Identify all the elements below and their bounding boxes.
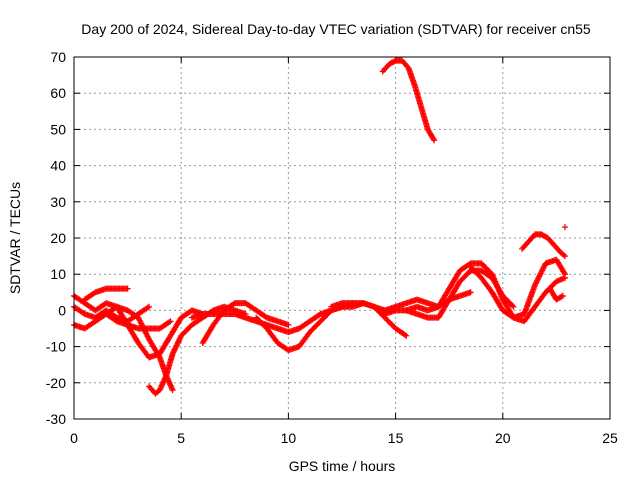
- y-tick-label: -10: [46, 339, 66, 355]
- data-point: [230, 301, 237, 308]
- axis-ticks: 0 5 10 15 20 25 -30 -20 -10 0 10 20 30 40 50 60 70: [46, 49, 618, 446]
- data-point: [167, 318, 174, 325]
- data-point: [561, 224, 568, 231]
- data-point: [467, 289, 474, 296]
- y-tick-label: 10: [50, 266, 66, 282]
- y-tick-label: 50: [50, 121, 66, 137]
- data-point: [124, 285, 131, 292]
- data-point: [169, 387, 176, 394]
- data-point: [559, 292, 566, 299]
- data-point: [561, 253, 568, 260]
- data-marks: [71, 57, 568, 397]
- data-point: [558, 293, 565, 300]
- series-arc-10: [328, 300, 410, 339]
- data-point: [285, 321, 292, 328]
- y-axis-label: SDTVAR / TECUs: [7, 182, 23, 294]
- y-tick-label: 30: [50, 194, 66, 210]
- x-tick-label: 10: [281, 430, 297, 446]
- series-arc-12: [381, 260, 568, 325]
- x-axis-label: GPS time / hours: [289, 458, 396, 474]
- x-tick-label: 5: [177, 430, 185, 446]
- y-tick-label: 70: [50, 49, 66, 65]
- series-arc-13: [403, 289, 474, 314]
- x-tick-label: 25: [602, 430, 618, 446]
- data-point: [403, 332, 410, 339]
- data-point: [510, 303, 517, 310]
- chart-title: Day 200 of 2024, Sidereal Day-to-day VTE…: [81, 21, 591, 37]
- series-arc-11: [381, 267, 517, 321]
- x-tick-label: 15: [388, 430, 404, 446]
- y-tick-label: 60: [50, 85, 66, 101]
- series-arc-3: [81, 285, 131, 303]
- series-arc-14: [467, 256, 568, 321]
- data-point: [166, 319, 173, 326]
- series-arc-15: [519, 231, 568, 260]
- y-tick-label: -20: [46, 375, 66, 391]
- x-tick-label: 20: [495, 430, 511, 446]
- y-tick-label: 0: [58, 302, 66, 318]
- series-outlier: [561, 224, 568, 231]
- grid-lines: [74, 57, 610, 419]
- y-tick-label: 40: [50, 158, 66, 174]
- data-point: [146, 303, 153, 310]
- data-point: [401, 331, 408, 338]
- data-point: [144, 304, 151, 311]
- series-arc-2: [71, 292, 206, 361]
- data-point: [561, 271, 568, 278]
- series-arc-5: [103, 311, 174, 332]
- series-arc-7: [199, 300, 292, 346]
- series-arc-17: [546, 285, 566, 303]
- data-point: [431, 137, 438, 144]
- series-arc-16: [379, 57, 438, 144]
- plot-frame: [73, 56, 611, 420]
- y-tick-label: 20: [50, 230, 66, 246]
- data-point: [466, 261, 473, 268]
- y-tick-label: -30: [46, 411, 66, 427]
- x-tick-label: 0: [70, 430, 78, 446]
